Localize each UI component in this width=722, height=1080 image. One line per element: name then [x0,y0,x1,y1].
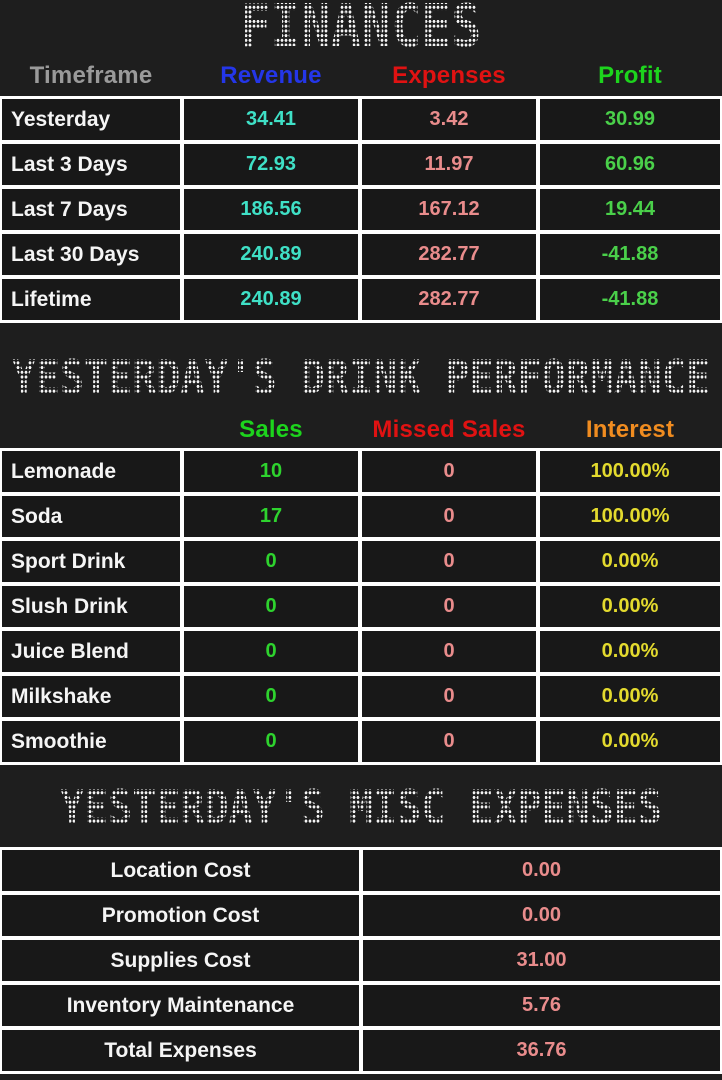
timeframe-label: Last 30 Days [2,234,180,275]
expenses-value: 167.12 [362,189,536,230]
drink-label: Soda [2,496,180,537]
profit-value: 19.44 [540,189,720,230]
expenses-value: 282.77 [362,279,536,320]
finances-title: FINANCES [240,0,482,61]
table-row: Location Cost 0.00 [2,850,720,891]
missed-sales-value: 0 [362,721,536,762]
expenses-column-header: Expenses [392,62,506,89]
expenses-value: 282.77 [362,234,536,275]
table-row: Yesterday 34.41 3.42 30.99 [2,99,720,140]
table-row: Slush Drink 0 0 0.00% [2,586,720,627]
expense-label: Inventory Maintenance [2,985,359,1026]
sales-value: 10 [184,451,358,492]
interest-column-header: Interest [585,416,675,443]
table-row: Soda 17 0 100.00% [2,496,720,537]
revenue-value: 186.56 [184,189,358,230]
revenue-value: 240.89 [184,279,358,320]
table-row: Total Expenses 36.76 [2,1030,720,1071]
finances-header-row: Timeframe Revenue Expenses Profit [0,60,722,92]
table-row: Juice Blend 0 0 0.00% [2,631,720,672]
profit-value: 30.99 [540,99,720,140]
profit-value: -41.88 [540,279,720,320]
drink-label: Smoothie [2,721,180,762]
profit-value: 60.96 [540,144,720,185]
timeframe-column-header: Timeframe [29,62,153,89]
sales-value: 17 [184,496,358,537]
table-row: Inventory Maintenance 5.76 [2,985,720,1026]
interest-value: 0.00% [540,631,720,672]
sales-value: 0 [184,676,358,717]
missed-sales-value: 0 [362,586,536,627]
drink-label: Sport Drink [2,541,180,582]
interest-value: 0.00% [540,541,720,582]
table-row: Lifetime 240.89 282.77 -41.88 [2,279,720,320]
profit-value: -41.88 [540,234,720,275]
expense-label: Location Cost [2,850,359,891]
expense-value: 36.76 [363,1030,720,1071]
sales-column-header: Sales [239,416,303,443]
missed-sales-column-header: Missed Sales [372,416,526,443]
missed-sales-value: 0 [362,496,536,537]
table-row: Last 3 Days 72.93 11.97 60.96 [2,144,720,185]
missed-sales-value: 0 [362,451,536,492]
misc-expenses-title: YESTERDAY'S MISC EXPENSES [59,780,663,836]
sales-value: 0 [184,721,358,762]
revenue-value: 72.93 [184,144,358,185]
missed-sales-value: 0 [362,631,536,672]
interest-value: 100.00% [540,451,720,492]
interest-value: 100.00% [540,496,720,537]
expense-value: 0.00 [363,895,720,936]
missed-sales-value: 0 [362,676,536,717]
misc-expenses-table: Location Cost 0.00 Promotion Cost 0.00 S… [0,847,722,1074]
expense-value: 31.00 [363,940,720,981]
table-row: Last 30 Days 240.89 282.77 -41.88 [2,234,720,275]
expense-label: Promotion Cost [2,895,359,936]
expense-value: 0.00 [363,850,720,891]
table-row: Sport Drink 0 0 0.00% [2,541,720,582]
drink-performance-title: YESTERDAY'S DRINK PERFORMANCE [11,351,711,406]
revenue-value: 34.41 [184,99,358,140]
expense-label: Total Expenses [2,1030,359,1071]
drink-label: Lemonade [2,451,180,492]
interest-value: 0.00% [540,721,720,762]
drink-label: Slush Drink [2,586,180,627]
interest-value: 0.00% [540,586,720,627]
timeframe-label: Lifetime [2,279,180,320]
table-row: Promotion Cost 0.00 [2,895,720,936]
drink-performance-table: Lemonade 10 0 100.00% Soda 17 0 100.00% … [0,448,722,765]
revenue-value: 240.89 [184,234,358,275]
missed-sales-value: 0 [362,541,536,582]
sales-value: 0 [184,586,358,627]
timeframe-label: Last 3 Days [2,144,180,185]
table-row: Smoothie 0 0 0.00% [2,721,720,762]
timeframe-label: Last 7 Days [2,189,180,230]
expense-label: Supplies Cost [2,940,359,981]
timeframe-label: Yesterday [2,99,180,140]
expense-value: 5.76 [363,985,720,1026]
profit-column-header: Profit [598,62,662,89]
drink-label: Juice Blend [2,631,180,672]
finances-table: Yesterday 34.41 3.42 30.99 Last 3 Days 7… [0,96,722,323]
table-row: Lemonade 10 0 100.00% [2,451,720,492]
revenue-column-header: Revenue [220,62,322,89]
sales-value: 0 [184,631,358,672]
table-row: Last 7 Days 186.56 167.12 19.44 [2,189,720,230]
expenses-value: 11.97 [362,144,536,185]
sales-value: 0 [184,541,358,582]
table-row: Supplies Cost 31.00 [2,940,720,981]
table-row: Milkshake 0 0 0.00% [2,676,720,717]
expenses-value: 3.42 [362,99,536,140]
drink-label: Milkshake [2,676,180,717]
interest-value: 0.00% [540,676,720,717]
drink-performance-header-row: Sales Missed Sales Interest [0,415,722,445]
